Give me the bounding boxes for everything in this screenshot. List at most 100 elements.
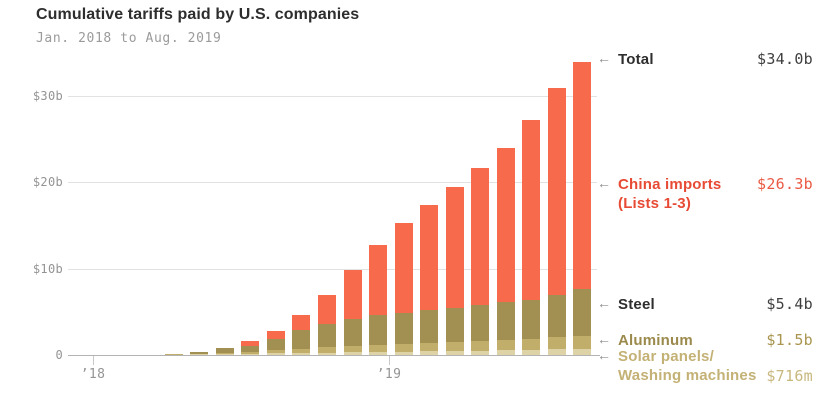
bar-segment-china-imports [420,204,439,311]
bar-segment-solar-washing [394,351,413,355]
bar-column-apr-2018 [164,353,183,355]
grid-line [68,96,597,97]
bar-segment-solar-washing [266,353,285,355]
left-arrow-icon: ← [597,347,611,363]
annotation-steel: ← Steel $5.4b [597,295,813,314]
left-arrow-icon: ← [597,295,611,311]
bar-segment-aluminum [394,344,413,352]
bar-segment-aluminum [317,347,336,353]
annotation-aluminum-value: $1.5b [766,331,813,349]
annotation-aluminum-label: Aluminum [618,332,693,349]
bar-segment-china-imports [445,186,464,308]
bar-segment-aluminum [522,338,541,350]
bar-column-jul-2019 [547,88,566,355]
bar-column-may-2018 [190,351,209,355]
bar-segment-steel [573,289,592,336]
annotation-solar-washing: ← Solar panels/ Washing machines $716m [597,347,813,385]
bar-segment-china-imports [266,331,285,340]
bar-segment-aluminum [471,341,490,351]
bar-column-nov-2018 [343,270,362,355]
bar-segment-steel [190,351,209,354]
bar-segment-solar-washing [420,351,439,355]
chart-subtitle: Jan. 2018 to Aug. 2019 [36,31,222,46]
bar-segment-steel [164,353,183,355]
bar-segment-steel [241,345,260,353]
annotation-solar-value: $716m [766,367,813,385]
page-title: Cumulative tariffs paid by U.S. companie… [36,6,360,23]
bar-column-jun-2018 [215,348,234,355]
bar-segment-steel [317,323,336,348]
bar-segment-steel [266,339,285,351]
bar-column-apr-2019 [471,167,490,355]
x-tick-mark [93,356,94,365]
left-arrow-icon: ← [597,50,611,66]
bar-column-jul-2018 [241,341,260,355]
bar-segment-solar-washing [445,350,464,355]
annotation-solar-label-line1: Solar panels/ [618,348,714,365]
bar-segment-solar-washing [292,353,311,355]
bar-segment-solar-washing [343,352,362,355]
annotation-total-label: Total [618,51,654,68]
bar-segment-solar-washing [573,348,592,355]
y-axis-label: $20b [32,175,63,189]
bar-segment-steel [343,318,362,347]
y-axis-label: 0 [55,348,63,362]
annotation-total: ← Total $34.0b [597,50,813,69]
bar-segment-aluminum [369,345,388,352]
left-arrow-icon: ← [597,175,611,191]
bar-segment-aluminum [266,350,285,354]
bar-segment-aluminum [547,337,566,350]
x-tick-label: ’18 [80,367,106,382]
bar-column-oct-2018 [317,294,336,355]
bar-column-jun-2019 [522,120,541,355]
bar-column-dec-2018 [369,245,388,355]
bar-segment-aluminum [190,353,209,355]
annotation-solar-label-line2: Washing machines [618,367,757,384]
bar-segment-china-imports [573,62,592,290]
bar-segment-steel [394,313,413,345]
bar-segment-steel [445,307,464,343]
annotation-total-value: $34.0b [757,50,813,68]
bar-segment-aluminum [496,340,515,351]
bar-segment-china-imports [496,147,515,303]
annotation-china-value: $26.3b [757,175,813,193]
annotation-china-label-line1: China imports [618,176,722,193]
bar-segment-solar-washing [369,352,388,355]
bar-segment-aluminum [343,346,362,353]
bar-column-aug-2019 [573,62,592,355]
bar-segment-china-imports [369,245,388,316]
x-tick-label: ’19 [376,367,402,382]
bar-segment-steel [471,304,490,342]
bar-segment-china-imports [547,88,566,296]
bar-segment-china-imports [471,167,490,305]
bar-segment-china-imports [292,314,311,331]
bar-segment-steel [547,295,566,338]
annotation-china-label: China imports (Lists 1-3) [618,175,721,213]
bar-segment-steel [420,310,439,344]
y-axis-label: $10b [32,262,63,276]
bar-segment-steel [215,348,234,354]
bar-segment-aluminum [573,335,592,349]
annotation-aluminum: ← Aluminum $1.5b [597,331,813,350]
bar-segment-solar-washing [522,349,541,355]
bar-segment-china-imports [317,294,336,324]
bar-segment-aluminum [420,343,439,352]
left-arrow-icon: ← [597,331,611,347]
bar-column-mar-2019 [445,186,464,355]
annotation-china-label-line2: (Lists 1-3) [618,195,692,212]
bar-column-feb-2019 [420,204,439,355]
annotation-china-imports: ← China imports (Lists 1-3) $26.3b [597,175,813,213]
bar-segment-aluminum [445,342,464,351]
bar-segment-aluminum [215,353,234,355]
y-axis-label: $30b [32,89,63,103]
bar-column-aug-2018 [266,331,285,355]
bar-segment-solar-washing [547,349,566,355]
bar-segment-solar-washing [190,354,209,355]
bar-segment-solar-washing [241,353,260,355]
bar-segment-solar-washing [496,350,515,355]
bar-column-may-2019 [496,147,515,355]
bar-column-sep-2018 [292,314,311,355]
bar-segment-solar-washing [215,354,234,355]
bar-segment-china-imports [343,270,362,319]
